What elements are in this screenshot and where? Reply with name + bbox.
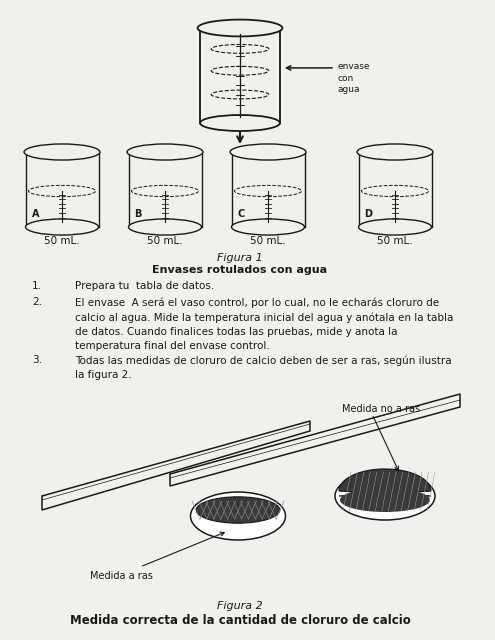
Polygon shape: [339, 469, 431, 496]
Ellipse shape: [211, 45, 269, 53]
Text: Medida correcta de la cantidad de cloruro de calcio: Medida correcta de la cantidad de clorur…: [70, 614, 410, 627]
Text: El envase  A será el vaso control, por lo cual, no le echarás cloruro de
calcio : El envase A será el vaso control, por lo…: [75, 297, 453, 351]
Ellipse shape: [196, 497, 280, 524]
Ellipse shape: [358, 219, 432, 235]
Ellipse shape: [131, 186, 198, 196]
Ellipse shape: [230, 144, 306, 160]
Polygon shape: [170, 394, 460, 486]
Ellipse shape: [200, 115, 280, 131]
Ellipse shape: [129, 219, 201, 235]
Ellipse shape: [28, 186, 96, 196]
Ellipse shape: [26, 219, 99, 235]
Text: envase
con
agua: envase con agua: [337, 62, 369, 95]
Ellipse shape: [335, 472, 435, 520]
Ellipse shape: [235, 186, 301, 196]
Text: Medida a ras: Medida a ras: [90, 571, 153, 581]
Ellipse shape: [357, 144, 433, 160]
Text: B: B: [135, 209, 142, 220]
Ellipse shape: [232, 219, 304, 235]
Text: 1.: 1.: [32, 281, 42, 291]
Text: Figura 2: Figura 2: [217, 601, 263, 611]
Text: Todas las medidas de cloruro de calcio deben de ser a ras, según ilustra
la figu: Todas las medidas de cloruro de calcio d…: [75, 355, 451, 380]
Ellipse shape: [361, 186, 429, 196]
Ellipse shape: [340, 488, 430, 512]
Ellipse shape: [211, 67, 269, 75]
Text: C: C: [238, 209, 245, 220]
Text: Figura 1: Figura 1: [217, 253, 263, 263]
Text: Medida no a ras: Medida no a ras: [342, 404, 420, 414]
Text: Prepara tu  tabla de datos.: Prepara tu tabla de datos.: [75, 281, 214, 291]
Ellipse shape: [211, 90, 269, 99]
Text: 50 mL.: 50 mL.: [147, 236, 183, 246]
Text: D: D: [364, 209, 373, 220]
Text: 3.: 3.: [32, 355, 42, 365]
Text: 2.: 2.: [32, 297, 42, 307]
Ellipse shape: [191, 492, 286, 540]
Polygon shape: [42, 421, 310, 510]
Text: Envases rotulados con agua: Envases rotulados con agua: [152, 265, 328, 275]
Text: 50 mL.: 50 mL.: [377, 236, 413, 246]
Ellipse shape: [127, 144, 203, 160]
Text: 50 mL.: 50 mL.: [250, 236, 286, 246]
Text: A: A: [32, 209, 39, 220]
Text: 50 mL.: 50 mL.: [44, 236, 80, 246]
Ellipse shape: [198, 20, 283, 36]
Ellipse shape: [24, 144, 100, 160]
